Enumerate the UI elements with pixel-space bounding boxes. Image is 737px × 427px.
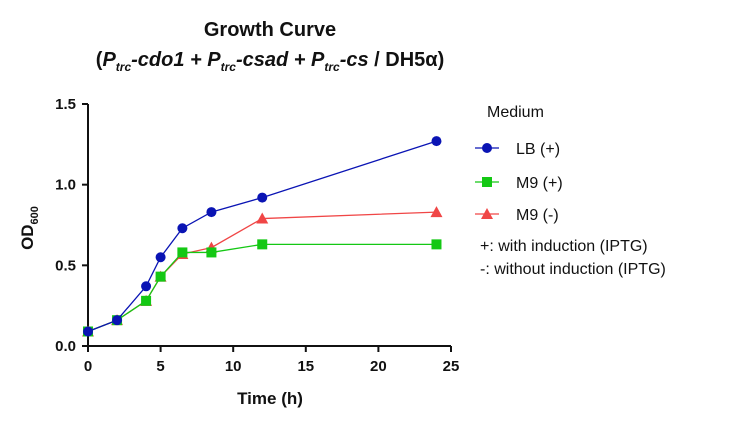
- subtitle-part: (: [96, 49, 103, 71]
- subtitle-part: P: [311, 49, 325, 71]
- data-point: [83, 326, 93, 337]
- x-tick-label: 20: [370, 358, 387, 375]
- y-axis-label-main: OD: [18, 224, 37, 250]
- data-point: [112, 315, 123, 326]
- series-2: [82, 206, 443, 337]
- legend-marker: [482, 143, 492, 153]
- legend-item: M9 (+): [475, 175, 563, 192]
- data-point: [206, 207, 217, 218]
- data-point: [256, 212, 269, 224]
- y-tick-label: 1.0: [55, 177, 76, 194]
- subtitle-part: P: [207, 49, 221, 71]
- x-axis-label: Time (h): [237, 389, 303, 408]
- y-tick-label: 0.5: [55, 257, 76, 274]
- legend-marker: [481, 208, 493, 219]
- annotations: +: with induction (IPTG) -: without induc…: [480, 238, 666, 278]
- chart-title: Growth Curve: [204, 19, 336, 41]
- subtitle-part: -cs: [340, 49, 369, 71]
- data-point: [141, 295, 152, 306]
- legend-title: Medium: [487, 104, 544, 121]
- series-line: [87, 140, 437, 333]
- x-axis-ticks: 0 5 10 15 20 25: [84, 346, 460, 375]
- legend-item: M9 (-): [475, 207, 559, 224]
- data-point: [155, 271, 166, 282]
- subtitle-part: P: [102, 49, 116, 71]
- chart-subtitle: (Ptrc-cdo1 + Ptrc-csad + Ptrc-cs / DH5α): [96, 49, 444, 74]
- data-point: [431, 136, 442, 147]
- subtitle-part: trc: [324, 60, 340, 74]
- series-line: [87, 243, 437, 333]
- data-point: [257, 192, 268, 203]
- data-point: [206, 247, 217, 258]
- data-point: [177, 247, 188, 258]
- y-tick-label: 0.0: [55, 338, 76, 355]
- subtitle-part: trc: [116, 60, 132, 74]
- y-tick-label: 1.5: [55, 96, 76, 113]
- legend-label: M9 (-): [516, 207, 559, 224]
- annotation-text: +: with induction (IPTG): [480, 238, 648, 255]
- data-point: [431, 239, 442, 250]
- legend-item: LB (+): [475, 141, 560, 158]
- data-point: [155, 252, 166, 263]
- x-tick-label: 5: [156, 358, 164, 375]
- data-point: [430, 206, 443, 218]
- axes: [87, 104, 451, 347]
- x-tick-label: 25: [443, 358, 460, 375]
- y-axis-label-sub: 600: [29, 206, 41, 224]
- annotation-text: -: without induction (IPTG): [480, 261, 666, 278]
- series-line: [87, 211, 437, 333]
- series-0: [83, 136, 442, 337]
- y-axis-ticks: 0.0 0.5 1.0 1.5: [55, 96, 88, 355]
- y-axis-label: OD600: [18, 206, 41, 250]
- legend: Medium LB (+) M9 (+) M9 (-): [475, 104, 563, 224]
- data-point: [177, 223, 188, 234]
- legend-label: M9 (+): [516, 175, 563, 192]
- subtitle-part: trc: [221, 60, 237, 74]
- series-1: [83, 239, 442, 337]
- subtitle-part: / DH5α): [369, 49, 445, 71]
- x-tick-label: 0: [84, 358, 92, 375]
- data-point: [141, 281, 152, 292]
- data-point: [257, 239, 268, 250]
- x-tick-label: 10: [225, 358, 242, 375]
- plot-area: [82, 136, 443, 337]
- legend-label: LB (+): [516, 141, 560, 158]
- x-tick-label: 15: [297, 358, 314, 375]
- subtitle-part: -csad +: [236, 49, 311, 71]
- subtitle-part: -cdo1 +: [131, 49, 207, 71]
- legend-marker: [482, 177, 492, 187]
